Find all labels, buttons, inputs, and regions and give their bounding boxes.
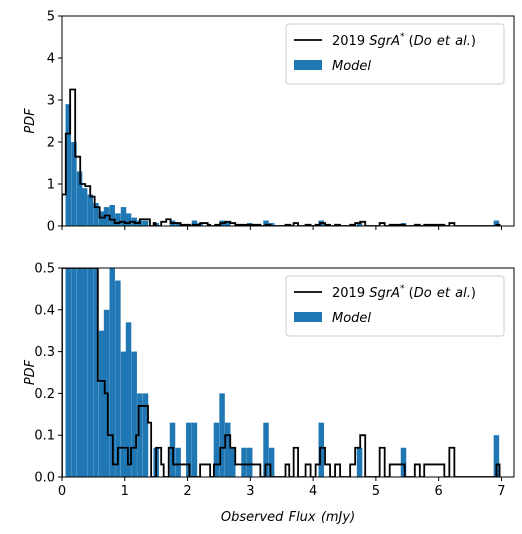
y-tick-label: 0.0 [34,471,55,486]
observed-step-line [62,268,501,477]
model-bar [115,280,121,477]
legend-bar-swatch [294,60,322,70]
model-bar [191,220,198,226]
x-tick-label: 5 [372,484,380,499]
model-bar [318,422,325,477]
model-bar [224,422,231,477]
model-bar [356,223,363,226]
model-bar [268,223,275,226]
y-tick-label: 0.2 [34,387,55,402]
model-bar [142,393,149,477]
observed-step-line [62,88,501,226]
y-tick-label: 0.5 [34,262,55,277]
model-bar [241,447,247,477]
model-bar [120,207,127,226]
legend-box [285,23,505,85]
model-bar [246,447,253,477]
y-tick-label: 0.1 [34,429,55,444]
y-tick-label: 3 [47,94,55,109]
legend: 2019 SgrA* (Do et al.) Model [285,23,505,85]
model-bar [81,268,88,477]
model-bar [175,223,181,226]
model-bar [71,142,77,226]
model-bar [98,211,105,226]
x-tick-label: 4 [309,484,317,499]
x-tick-label: 1 [121,484,129,499]
legend-label: 2019 SgrA* (Do et al.) [332,32,476,49]
legend-box [285,275,505,337]
model-bar [493,220,500,226]
axes-frame [61,15,515,227]
model-bar [93,268,99,477]
model-bar [87,194,93,226]
plot-area [62,88,501,226]
lower-panel: 0.0 0.1 0.2 0.3 0.4 0.5 0 1 2 3 4 5 6 7 PDF Observed Fl… [23,262,515,525]
x-axis-label: Observed Flux (mJy) [221,510,355,525]
y-tick-label: 4 [47,52,55,67]
x-tick-label: 3 [246,484,254,499]
model-bar [115,213,121,226]
x-tick-label: 6 [435,484,443,499]
model-bar [120,351,127,477]
model-bar [230,447,236,477]
model-bar [71,268,77,477]
model-bar [125,322,132,477]
y-axis-label: PDF [23,108,38,134]
model-bar [224,221,231,226]
plot-area [62,268,501,477]
model-bar [493,435,500,477]
model-bar [142,220,149,226]
model-bar [263,422,269,477]
x-tick-label: 7 [497,484,505,499]
y-axis-label: PDF [23,359,38,385]
model-bar [400,447,407,477]
model-bar [219,393,225,477]
legend: 2019 SgrA* (Do et al.) Model [285,275,505,337]
upper-panel: 0 1 2 3 4 5 PDF 2019 SgrA* (Do et al.) Model [23,10,515,235]
model-bar [213,422,220,477]
legend-label: Model [332,59,371,74]
y-tick-label: 1 [47,178,55,193]
model-bar [137,393,143,477]
model-bar [87,268,93,477]
model-bar [109,268,115,477]
x-tick-label: 2 [183,484,191,499]
y-tick-label: 5 [47,10,55,25]
model-bar [131,351,137,477]
legend-bar-swatch [294,312,322,322]
model-bar [65,268,72,477]
model-bar [93,202,99,226]
model-bar [81,188,88,226]
model-bar [186,422,192,477]
model-bar [103,207,110,226]
model-bar [65,104,72,226]
model-bar [76,268,83,477]
model-bar [125,213,132,226]
x-tick-label: 0 [58,484,66,499]
y-tick-label: 0 [47,220,55,235]
y-tick-label: 0.4 [34,303,55,318]
model-bar [109,205,115,226]
model-bar [263,220,269,226]
model-bar [76,171,83,226]
model-bar [268,447,275,477]
model-bar [175,447,181,477]
model-bar [191,422,198,477]
legend-label: 2019 SgrA* (Do et al.) [332,284,476,301]
y-tick-label: 0.3 [34,345,55,360]
y-tick-label: 2 [47,136,55,151]
model-bar [98,330,105,477]
axes-frame [61,267,515,478]
model-bar [356,447,363,477]
legend-label: Model [332,311,371,326]
